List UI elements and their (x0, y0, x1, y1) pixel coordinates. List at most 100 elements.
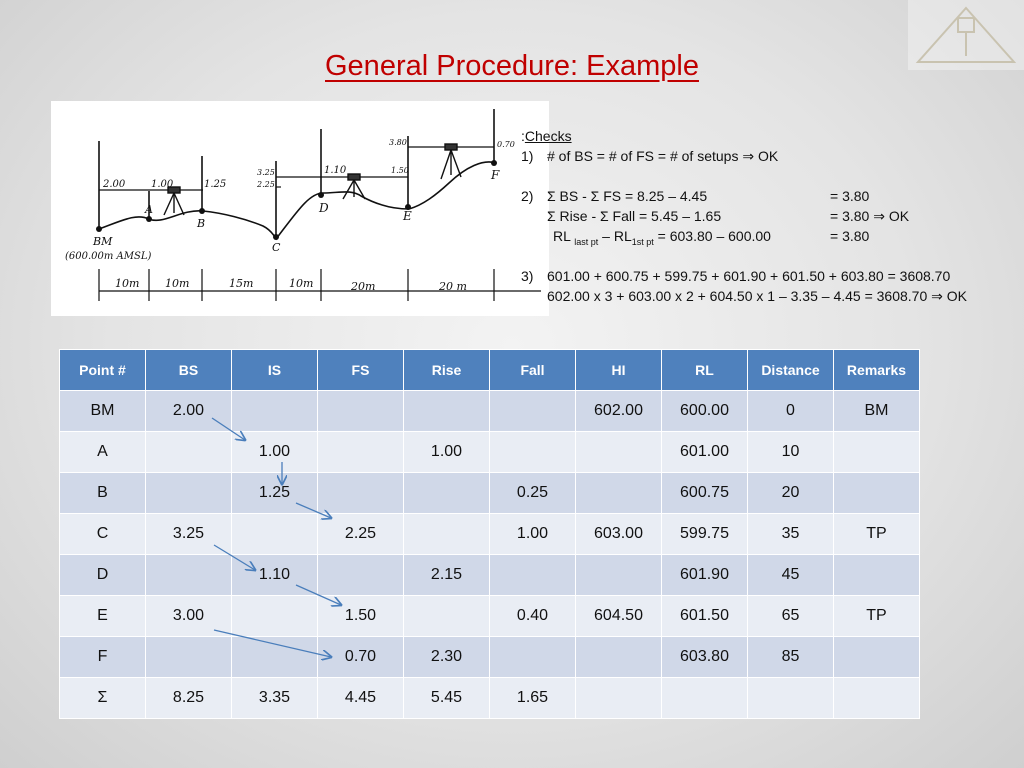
table-cell: 8.25 (145, 677, 232, 719)
table-cell (145, 431, 232, 473)
table-cell: C (59, 513, 146, 555)
table-cell: 4.45 (317, 677, 404, 719)
table-cell: 10 (747, 431, 834, 473)
table-cell (231, 636, 318, 678)
header-point: Point # (59, 349, 146, 391)
table-cell: 1.65 (489, 677, 576, 719)
table-cell (231, 390, 318, 432)
table-cell: 35 (747, 513, 834, 555)
table-cell (403, 513, 490, 555)
check-2b: Σ Rise - Σ Fall = 5.45 – 1.65 = 3.80 ⇒ OK (547, 208, 910, 224)
table-cell: E (59, 595, 146, 637)
check-2a: 2) Σ BS - Σ FS = 8.25 – 4.45 = 3.80 (521, 188, 870, 204)
sketch-distance: 15m (229, 277, 253, 290)
sketch-reading: 3.25 (257, 168, 275, 177)
sketch-bm-elev: (600.00m AMSL) (65, 251, 152, 262)
sketch-point-label: A (144, 203, 153, 216)
sketch-reading: 0.70 (497, 140, 515, 149)
table-cell: 604.50 (575, 595, 662, 637)
header-bs: BS (145, 349, 232, 391)
table-cell (747, 677, 834, 719)
table-cell: 1.00 (403, 431, 490, 473)
table-cell (403, 390, 490, 432)
header-rl: RL (661, 349, 748, 391)
table-cell (661, 677, 748, 719)
table-cell: 0.25 (489, 472, 576, 514)
table-cell: 601.00 (661, 431, 748, 473)
check-2c: RL last pt – RL1st pt = 603.80 – 600.00 =… (553, 228, 870, 247)
header-rise: Rise (403, 349, 490, 391)
sketch-distance: 10m (289, 277, 313, 290)
header-remarks: Remarks (833, 349, 920, 391)
table-cell: 600.75 (661, 472, 748, 514)
table-cell: TP (833, 595, 920, 637)
table-cell: 0 (747, 390, 834, 432)
header-fs: FS (317, 349, 404, 391)
header-is: IS (231, 349, 318, 391)
table-cell: 603.80 (661, 636, 748, 678)
sketch-distance: 10m (115, 277, 139, 290)
table-cell: 1.10 (231, 554, 318, 596)
check-3a: 3) 601.00 + 600.75 + 599.75 + 601.90 + 60… (521, 268, 951, 284)
check-1: 1) # of BS = # of FS = # of setups ⇒ OK (521, 148, 779, 164)
table-cell (317, 390, 404, 432)
table-row: C 3.25 2.25 1.00 603.00 599.75 35 TP (59, 513, 920, 555)
sketch-reading: 1.00 (151, 179, 174, 190)
sketch-reading: 1.50 (391, 166, 409, 175)
table-cell: 3.25 (145, 513, 232, 555)
table-cell (833, 636, 920, 678)
slide-title: General Procedure: Example (325, 50, 699, 82)
table-cell (317, 472, 404, 514)
table-cell: 2.15 (403, 554, 490, 596)
table-cell: BM (59, 390, 146, 432)
table-cell (317, 554, 404, 596)
table-cell (231, 595, 318, 637)
table-header-row: Point # BS IS FS Rise Fall HI RL Distanc… (59, 349, 920, 391)
table-cell: TP (833, 513, 920, 555)
table-cell: 45 (747, 554, 834, 596)
table-cell: 85 (747, 636, 834, 678)
sketch-point-label: B (196, 217, 205, 230)
table-cell: 20 (747, 472, 834, 514)
table-cell (145, 472, 232, 514)
table-cell: 65 (747, 595, 834, 637)
table-cell (575, 554, 662, 596)
table-cell: 2.00 (145, 390, 232, 432)
table-cell: F (59, 636, 146, 678)
table-cell (575, 677, 662, 719)
table-row: A 1.00 1.00 601.00 10 (59, 431, 920, 473)
checks-block: :Checks 1) # of BS = # of FS = # of setup… (521, 126, 1021, 306)
sketch-point-label: E (402, 209, 412, 223)
leveling-sketch: 2.00 1.00 1.25 3.25 2.25 1.10 1.50 3.80 … (51, 101, 549, 316)
header-fall: Fall (489, 349, 576, 391)
table-cell: D (59, 554, 146, 596)
sketch-reading: 2.25 (256, 180, 275, 189)
check-3b: 602.00 x 3 + 603.00 x 2 + 604.50 x 1 – 3… (547, 288, 967, 304)
table-cell: 601.50 (661, 595, 748, 637)
table-cell: 601.90 (661, 554, 748, 596)
sketch-reading: 1.10 (324, 165, 347, 176)
leveling-table: Point # BS IS FS Rise Fall HI RL Distanc… (59, 349, 920, 719)
table-cell: A (59, 431, 146, 473)
table-cell (575, 472, 662, 514)
sketch-reading: 1.25 (204, 179, 226, 190)
sketch-distance: 10m (165, 277, 189, 290)
table-cell: 0.70 (317, 636, 404, 678)
table-row: BM 2.00 602.00 600.00 0 BM (59, 390, 920, 432)
table-cell (833, 472, 920, 514)
table-cell: 1.50 (317, 595, 404, 637)
table-cell (145, 636, 232, 678)
sketch-bm-label: BM (92, 235, 113, 248)
checks-heading: :Checks (521, 128, 572, 144)
table-row: D 1.10 2.15 601.90 45 (59, 554, 920, 596)
sketch-reading: 2.00 (102, 179, 126, 190)
sketch-reading: 3.80 (389, 138, 407, 147)
table-cell: 3.00 (145, 595, 232, 637)
table-row: E 3.00 1.50 0.40 604.50 601.50 65 TP (59, 595, 920, 637)
table-cell: 602.00 (575, 390, 662, 432)
table-cell: B (59, 472, 146, 514)
table-cell (575, 636, 662, 678)
header-distance: Distance (747, 349, 834, 391)
sketch-point-label: D (318, 201, 329, 215)
table-cell: 3.35 (231, 677, 318, 719)
